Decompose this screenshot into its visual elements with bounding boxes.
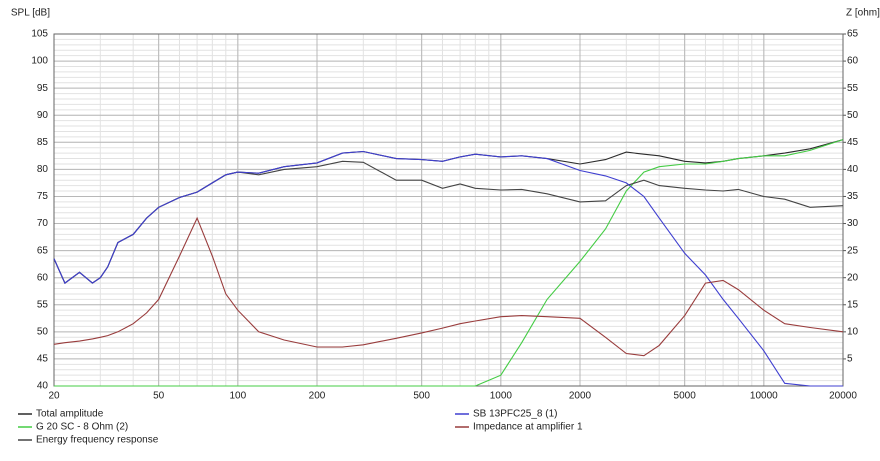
y-tick-label: 55 (37, 299, 49, 310)
y-tick-label: 75 (37, 191, 49, 202)
legend-label: Impedance at amplifier 1 (473, 422, 583, 433)
y2-tick-label: 25 (847, 245, 859, 256)
y2-tick-label: 15 (847, 299, 859, 310)
legend-label: G 20 SC - 8 Ohm (2) (36, 422, 128, 433)
y2-tick-label: 10 (847, 326, 859, 337)
y2-tick-label: 50 (847, 110, 859, 121)
x-tick-label: 2000 (569, 391, 592, 402)
x-tick-label: 500 (413, 391, 430, 402)
y2-tick-label: 20 (847, 272, 859, 283)
x-tick-label: 200 (309, 391, 326, 402)
x-tick-label: 10000 (750, 391, 778, 402)
x-tick-label: 50 (153, 391, 165, 402)
y-tick-label: 100 (31, 56, 48, 67)
y-tick-label: 95 (37, 83, 49, 94)
y2-tick-label: 40 (847, 164, 859, 175)
y2-tick-label: 35 (847, 191, 859, 202)
y-tick-label: 60 (37, 272, 49, 283)
x-tick-label: 5000 (674, 391, 697, 402)
y2-tick-label: 45 (847, 137, 859, 148)
y2-tick-label: 60 (847, 56, 859, 67)
series-line (53, 216, 844, 357)
series-line (54, 139, 844, 387)
y2-tick-label: 30 (847, 218, 859, 229)
legend-label: Total amplitude (36, 409, 104, 420)
y-axis-label: SPL [dB] (11, 8, 50, 19)
x-tick-label: 20 (48, 391, 60, 402)
plot-frame (53, 33, 844, 387)
y2-axis-label: Z [ohm] (846, 8, 880, 19)
y-tick-label: 90 (37, 110, 49, 121)
y-tick-label: 40 (37, 381, 49, 392)
y-tick-label: 50 (37, 326, 49, 337)
legend-label: SB 13PFC25_8 (1) (473, 409, 558, 420)
y-tick-label: 70 (37, 218, 49, 229)
y2-tick-label: 5 (847, 354, 853, 365)
x-tick-label: 1000 (490, 391, 513, 402)
y-tick-label: 105 (31, 29, 48, 40)
y2-tick-label: 55 (847, 83, 859, 94)
x-tick-label: 100 (229, 391, 246, 402)
x-tick-label: 20000 (829, 391, 857, 402)
series-line (53, 150, 843, 387)
series-line (53, 160, 844, 284)
y2-tick-label: 65 (847, 29, 859, 40)
legend-label: Energy frequency response (36, 435, 159, 446)
y-tick-label: 45 (37, 354, 49, 365)
y-tick-label: 65 (37, 245, 49, 256)
y-tick-label: 85 (37, 137, 49, 148)
y-tick-label: 80 (37, 164, 49, 175)
